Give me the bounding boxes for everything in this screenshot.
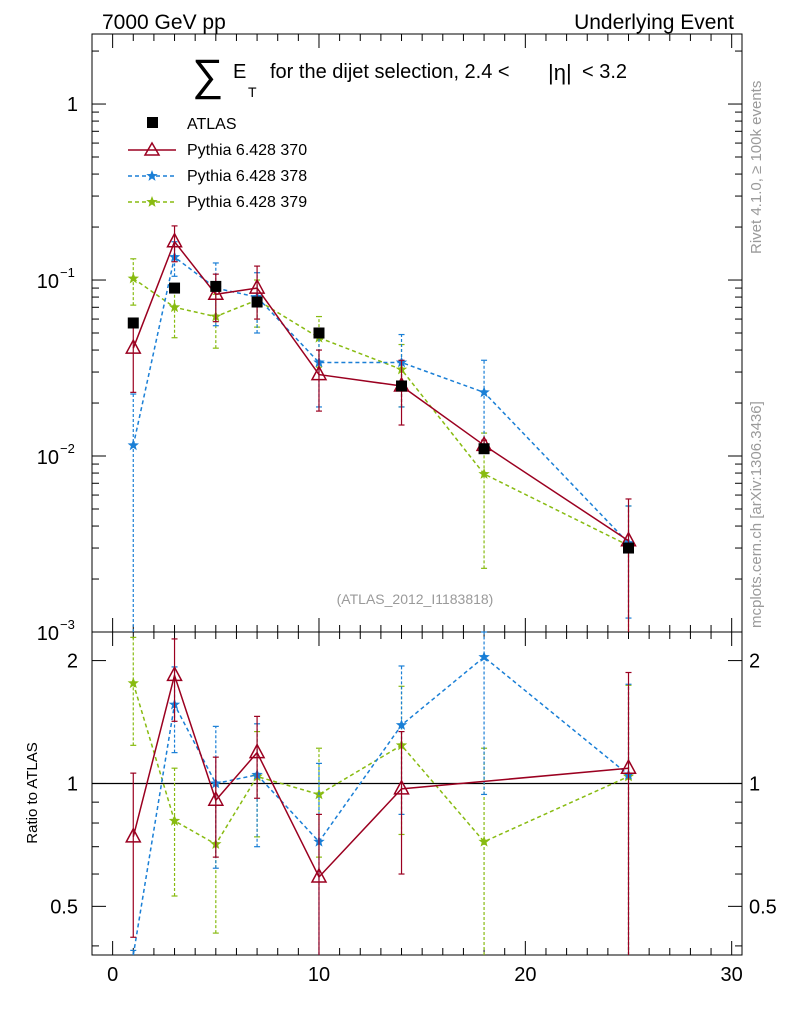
- y-tick-label-base: 10: [37, 271, 59, 293]
- legend-marker-p370: [143, 141, 161, 156]
- ratio-point-p370: [207, 790, 225, 806]
- y-tick-label-base: 10: [37, 623, 59, 645]
- y-tick-label: 1: [67, 94, 78, 116]
- title-eta: |η|: [548, 60, 572, 85]
- legend-label-p370: Pythia 6.428 370: [187, 142, 307, 159]
- point-p378: [478, 386, 490, 398]
- ratio-point-p370: [620, 758, 637, 774]
- point-atlas: [478, 443, 490, 455]
- title-sum-symbol: ∑: [192, 51, 223, 100]
- ratio-line-p379: [132, 683, 629, 846]
- x-tick-label: 30: [721, 964, 743, 986]
- ratio-point-p370: [310, 867, 328, 883]
- x-tick-label: 20: [514, 964, 536, 986]
- point-p370: [166, 232, 183, 248]
- point-p370: [248, 278, 266, 294]
- legend-label-atlas: ATLAS: [187, 116, 237, 133]
- point-atlas: [127, 317, 139, 329]
- analysis-watermark: (ATLAS_2012_I1183818): [337, 591, 494, 607]
- y-tick-label-base: 10: [37, 447, 59, 469]
- ratio-tick-label-right: 2: [749, 651, 760, 673]
- point-atlas: [210, 280, 222, 292]
- rivet-label: Rivet 4.1.0, ≥ 100k events: [748, 81, 765, 254]
- ratio-ylabel: Ratio to ATLAS: [24, 742, 41, 843]
- ratio-point-p379: [478, 835, 490, 847]
- title-tail: < 3.2: [582, 61, 627, 83]
- point-atlas: [169, 282, 181, 294]
- ratio-point-p370: [166, 665, 183, 682]
- title-t-subscript: T: [248, 84, 257, 100]
- header-right: Underlying Event: [574, 11, 734, 34]
- point-p379: [127, 272, 139, 284]
- point-p379: [478, 468, 490, 479]
- point-p370: [310, 365, 328, 381]
- legend-marker-p378: [146, 170, 158, 181]
- ratio-point-p378: [395, 719, 408, 730]
- ratio-line-p370: [132, 672, 629, 879]
- point-atlas: [313, 327, 325, 339]
- ratio-point-p370: [125, 827, 142, 843]
- ratio-tick-label: 1: [67, 773, 78, 795]
- series-line-p370: [132, 240, 629, 542]
- title-e: E: [233, 61, 246, 83]
- legend: ATLAS Pythia 6.428 370 Pythia 6.428 378 …: [128, 116, 307, 211]
- point-atlas: [623, 542, 635, 554]
- series-line-p378: [132, 255, 630, 544]
- point-p370: [125, 338, 142, 354]
- x-tick-label: 10: [308, 964, 330, 986]
- x-tick-label: 0: [107, 964, 118, 986]
- point-p379: [168, 301, 181, 313]
- ratio-line-p378: [132, 656, 629, 956]
- y-tick-label-exp: −3: [60, 617, 75, 632]
- legend-marker-atlas: [147, 117, 158, 128]
- point-atlas: [396, 380, 408, 392]
- y-tick-label-exp: −1: [60, 265, 75, 280]
- ratio-point-p370: [393, 779, 410, 795]
- plot-title: ∑ E T for the dijet selection, 2.4 < |η|…: [192, 51, 627, 100]
- series-line-p379: [132, 277, 629, 547]
- data-marks: [125, 225, 637, 956]
- header-left: 7000 GeV pp: [102, 11, 226, 34]
- legend-marker-p379: [146, 196, 158, 207]
- ratio-point-p379: [127, 677, 139, 689]
- ratio-frame: [91, 631, 743, 956]
- ratio-tick-label-right: 0.5: [749, 896, 777, 918]
- ratio-point-p378: [478, 651, 490, 662]
- ratio-point-p379: [168, 814, 181, 826]
- ratio-tick-label: 0.5: [50, 896, 78, 918]
- y-tick-label-exp: −2: [60, 441, 75, 456]
- point-p378: [127, 439, 139, 451]
- legend-label-p378: Pythia 6.428 378: [187, 168, 307, 185]
- point-atlas: [251, 296, 263, 308]
- ratio-tick-label-right: 1: [749, 773, 760, 795]
- ratio-tick-label: 2: [67, 651, 78, 673]
- ratio-point-p370: [248, 743, 266, 759]
- mcplots-label: mcplots.cern.ch [arXiv:1306.3436]: [748, 401, 765, 628]
- point-p370: [207, 284, 225, 301]
- legend-label-p379: Pythia 6.428 379: [187, 194, 307, 211]
- title-text: for the dijet selection, 2.4 <: [270, 61, 510, 83]
